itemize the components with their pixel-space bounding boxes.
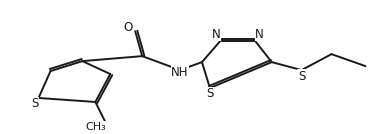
Text: CH₃: CH₃ bbox=[85, 122, 106, 132]
Text: O: O bbox=[124, 21, 133, 34]
Text: N: N bbox=[212, 28, 220, 41]
Text: S: S bbox=[31, 97, 38, 110]
Text: N: N bbox=[255, 28, 264, 41]
Text: S: S bbox=[298, 70, 305, 83]
Text: S: S bbox=[206, 88, 214, 100]
Text: NH: NH bbox=[171, 66, 189, 79]
